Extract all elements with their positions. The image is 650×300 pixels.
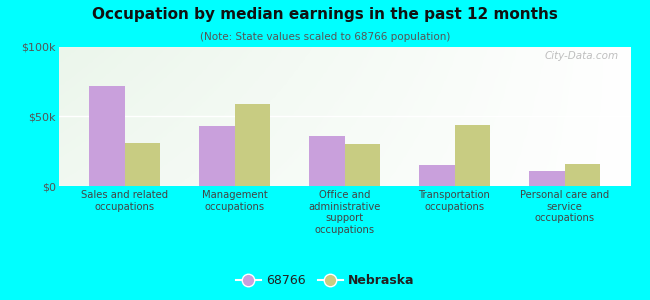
Bar [200,126,235,186]
Bar [89,85,125,186]
Legend: 68766, Nebraska: 68766, Nebraska [231,269,419,292]
Bar [309,136,344,186]
Bar [235,104,270,186]
Text: City-Data.com: City-Data.com [545,51,619,61]
Bar [454,124,489,186]
Bar [419,165,454,186]
Bar [125,143,160,186]
Text: (Note: State values scaled to 68766 population): (Note: State values scaled to 68766 popu… [200,32,450,41]
Bar [564,164,600,186]
Bar [529,171,564,186]
Bar [344,144,380,186]
Text: Occupation by median earnings in the past 12 months: Occupation by median earnings in the pas… [92,8,558,22]
